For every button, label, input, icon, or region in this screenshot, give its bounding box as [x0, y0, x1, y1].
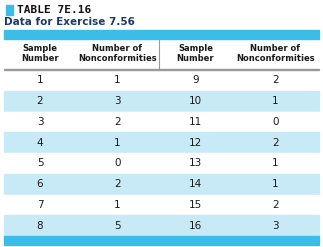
Text: 10: 10 — [189, 96, 202, 106]
Bar — [4, 91, 319, 111]
Text: 2: 2 — [272, 200, 279, 210]
Bar — [4, 39, 319, 70]
Bar — [4, 111, 319, 132]
Text: 12: 12 — [189, 138, 202, 148]
Text: 1: 1 — [37, 75, 43, 85]
Text: 0: 0 — [114, 158, 121, 168]
Text: 3: 3 — [114, 96, 121, 106]
Text: 15: 15 — [189, 200, 202, 210]
Text: 5: 5 — [114, 221, 121, 231]
Text: 2: 2 — [114, 179, 121, 189]
Bar — [6, 5, 13, 15]
Text: 0: 0 — [272, 117, 279, 127]
Text: 1: 1 — [114, 75, 121, 85]
Text: 11: 11 — [189, 117, 202, 127]
Text: 2: 2 — [272, 75, 279, 85]
Text: 8: 8 — [37, 221, 43, 231]
Text: TABLE 7E.16: TABLE 7E.16 — [17, 5, 91, 15]
Text: 3: 3 — [37, 117, 43, 127]
Bar — [4, 30, 319, 39]
Text: 16: 16 — [189, 221, 202, 231]
Text: 6: 6 — [37, 179, 43, 189]
Text: Number of
Nonconformities: Number of Nonconformities — [78, 44, 157, 63]
Text: 5: 5 — [37, 158, 43, 168]
Text: 9: 9 — [192, 75, 199, 85]
Text: 1: 1 — [272, 96, 279, 106]
Text: Number of
Nonconformities: Number of Nonconformities — [236, 44, 315, 63]
Text: 1: 1 — [272, 179, 279, 189]
Text: 13: 13 — [189, 158, 202, 168]
Bar — [4, 69, 319, 70]
Bar — [4, 174, 319, 194]
Bar — [4, 194, 319, 215]
Text: 1: 1 — [272, 158, 279, 168]
Text: 3: 3 — [272, 221, 279, 231]
Text: 1: 1 — [114, 138, 121, 148]
Bar — [4, 215, 319, 236]
Text: 2: 2 — [37, 96, 43, 106]
Bar — [4, 236, 319, 245]
Text: 4: 4 — [37, 138, 43, 148]
Text: 2: 2 — [272, 138, 279, 148]
Text: 1: 1 — [114, 200, 121, 210]
Text: Data for Exercise 7.56: Data for Exercise 7.56 — [4, 17, 135, 27]
Text: Sample
Number: Sample Number — [177, 44, 214, 63]
Bar — [4, 70, 319, 91]
Bar — [4, 132, 319, 153]
Bar — [4, 153, 319, 174]
Text: 2: 2 — [114, 117, 121, 127]
Text: 7: 7 — [37, 200, 43, 210]
Text: Sample
Number: Sample Number — [21, 44, 59, 63]
Text: 14: 14 — [189, 179, 202, 189]
